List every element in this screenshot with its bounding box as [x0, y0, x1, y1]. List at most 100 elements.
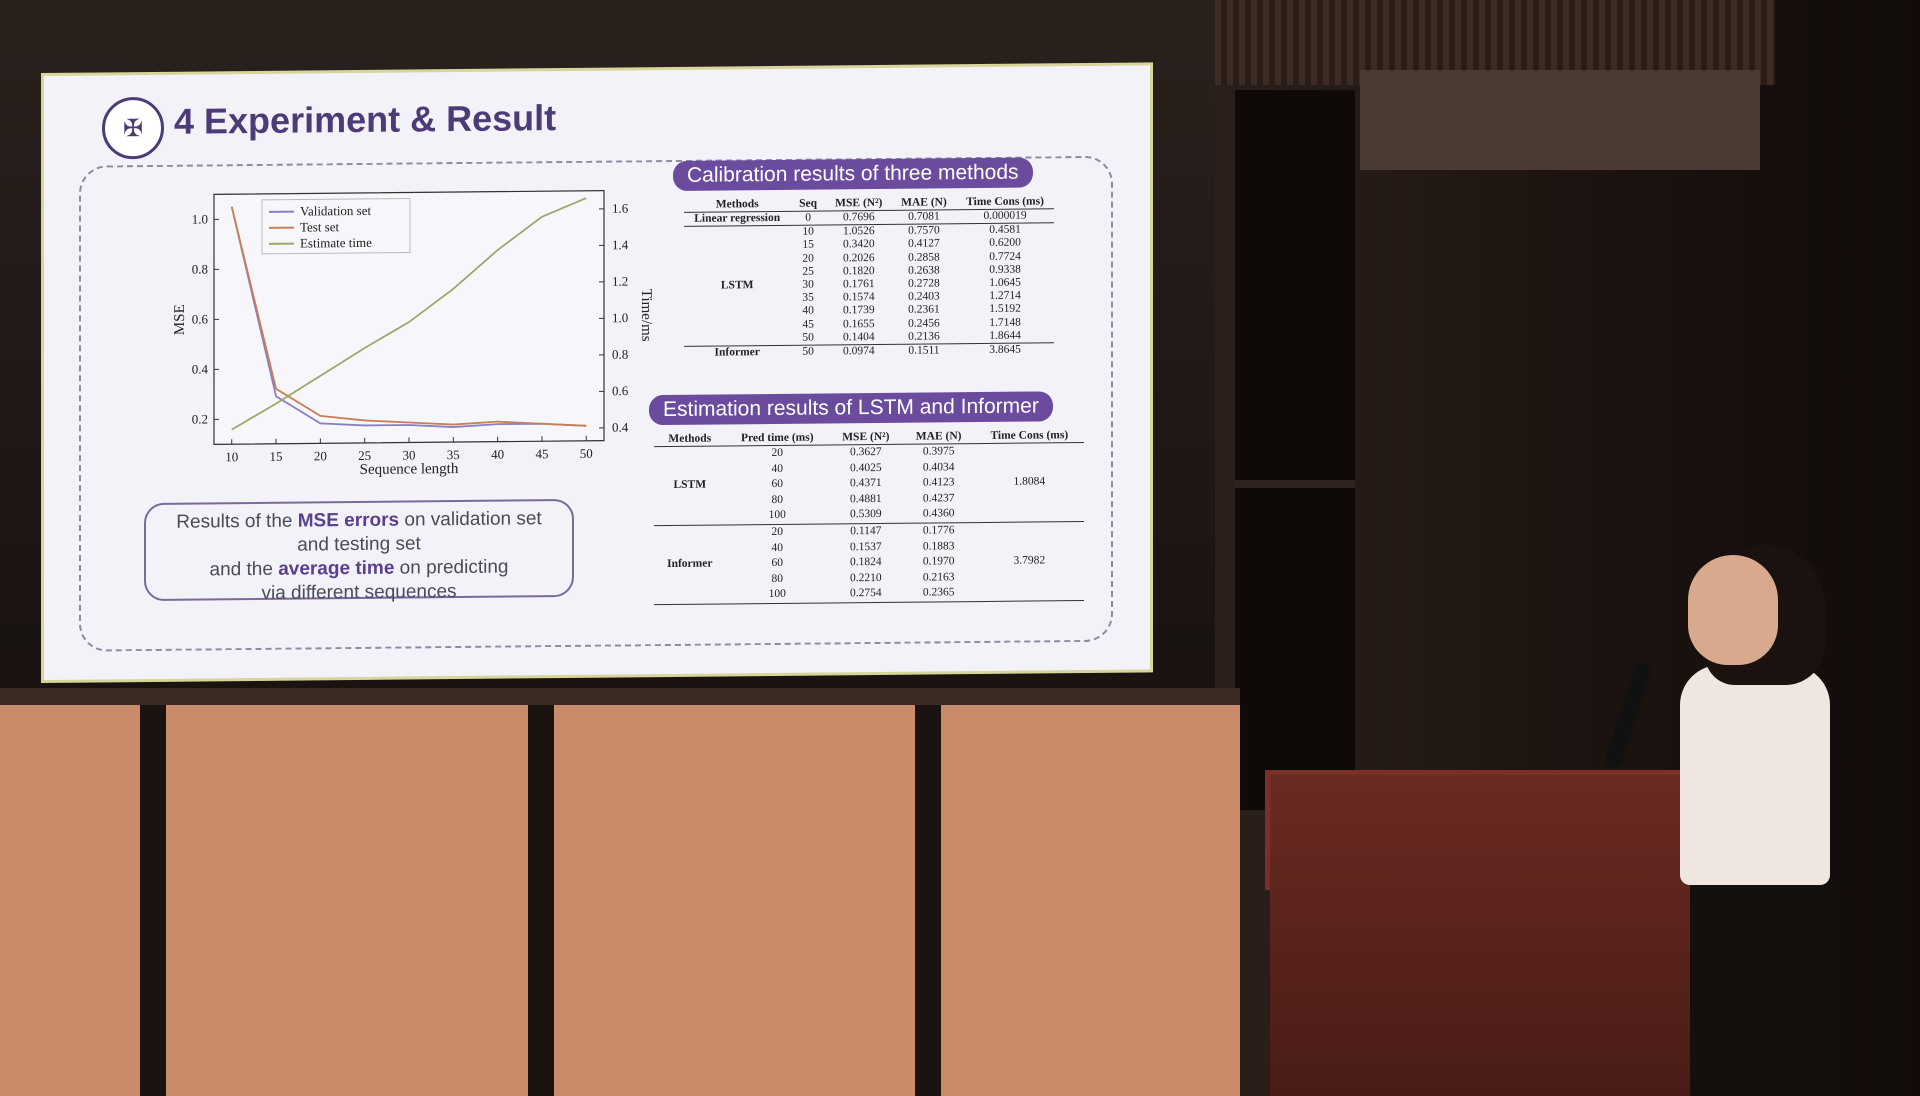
table-cell: 0.1147 [828, 523, 903, 541]
series-line-test-set [230, 206, 587, 427]
column-header: MSE (N²) [825, 195, 892, 211]
y-axis-label: MSE [172, 304, 188, 335]
table-cell: 0.2361 [908, 303, 940, 317]
table-row: Informer 20 0.1147 0.1776 3.7982 [654, 521, 1084, 605]
table-cell: 0.2638 [908, 264, 940, 277]
table-cell: 25 [802, 265, 814, 278]
dark-doorway [1235, 90, 1355, 810]
table-cell: 0.2136 [908, 330, 940, 343]
y-tick-label: 1.0 [192, 211, 208, 226]
column-header: MSE (N²) [828, 429, 903, 445]
table-row: LSTM 20 0.3627 0.3975 1.8084 [654, 443, 1084, 491]
table-cell: 30 [802, 278, 814, 291]
table-cell: 0.4881 [849, 492, 882, 506]
table-cell: 60 [771, 478, 783, 491]
column-header: Methods [654, 431, 726, 447]
x-tick-label: 35 [447, 447, 460, 462]
method-cell: LSTM [684, 225, 791, 347]
y-tick-label: 0.8 [192, 261, 208, 276]
table-cell: 0.2754 [849, 587, 882, 600]
mse-time-chart: 10 15 20 25 30 35 40 45 50 0.2 0.4 0.6 0.8 1.0 0.4 0.6 0… [172, 190, 652, 478]
panel-gap [528, 705, 554, 1096]
legend-label: Validation set [300, 203, 372, 219]
presenter-skirt [1690, 880, 1840, 1096]
table-cell: 0.1404 [842, 330, 875, 344]
table-cell: 15 [802, 239, 814, 252]
table-cell: 0.2728 [908, 277, 940, 290]
y2-tick-label: 1.4 [612, 237, 629, 252]
table-cell: 20 [802, 252, 814, 265]
x-tick-label: 25 [358, 448, 371, 463]
x-axis-label: Sequence length [360, 461, 459, 478]
table-cell: 80 [771, 493, 783, 506]
y-tick-label: 0.2 [192, 411, 208, 426]
presenter-shirt [1680, 665, 1830, 885]
table-cell: 40 [771, 462, 783, 475]
table-cell: 1.5192 [989, 303, 1021, 316]
wall-ledge [0, 688, 1240, 710]
legend-label: Test set [300, 219, 340, 234]
table-cell: 45 [802, 318, 814, 331]
table-cell: 50 [790, 345, 826, 360]
method-cell: LSTM [673, 478, 707, 492]
y2-tick-label: 0.8 [612, 347, 628, 362]
panel-gap [915, 705, 941, 1096]
column-header: Time Cons (ms) [956, 194, 1054, 210]
table-cell: 50 [802, 331, 814, 344]
table-cell: 0.0974 [825, 344, 892, 359]
table-cell: 0.2456 [908, 317, 940, 330]
y2-tick-label: 1.6 [612, 201, 629, 216]
table-cell: 0.1511 [891, 343, 957, 359]
y2-axis-label: Time/ms [638, 289, 652, 342]
table-cell: 10 [790, 225, 826, 240]
x-tick-label: 50 [580, 446, 593, 461]
method-cell: Informer [654, 524, 726, 605]
table-cell: 0.4025 [849, 461, 882, 474]
table-cell: 0.4371 [849, 477, 882, 490]
table-cell: 100 [768, 509, 786, 522]
table-cell: 0.4360 [922, 507, 955, 520]
podium [1270, 775, 1710, 1096]
table-cell: 100 [768, 588, 786, 601]
table-cell: 0.1776 [902, 522, 975, 540]
table-cell: 0.7570 [891, 223, 957, 239]
table-cell: 0.4123 [922, 476, 955, 489]
table-cell: 3.8645 [956, 342, 1054, 358]
table-cell: 1.8644 [989, 329, 1021, 342]
column-header: Time Cons (ms) [974, 428, 1084, 444]
y2-tick-label: 1.2 [612, 274, 628, 289]
table-cell: 0.1824 [849, 556, 882, 569]
university-seal-icon: ✠ [102, 96, 164, 160]
upper-window [1360, 70, 1760, 170]
time-cell: 3.7982 [974, 521, 1084, 602]
x-tick-label: 20 [314, 448, 327, 463]
table1-title: Calibration results of three methods [673, 157, 1033, 191]
table-cell: 0.4034 [922, 460, 955, 474]
table-cell: 0.7724 [989, 250, 1021, 263]
shelf [1235, 480, 1355, 488]
table-cell: 0.2403 [908, 290, 940, 303]
table-cell: 0.4127 [908, 237, 940, 251]
slide-title: 4 Experiment & Result [174, 97, 557, 142]
table-cell: 0.1883 [922, 539, 955, 553]
chart-caption: Results of the MSE errors on validation … [144, 498, 574, 604]
table-cell: 1.0645 [989, 276, 1021, 289]
table-cell: 0.5309 [849, 508, 882, 521]
table-cell: 0.3420 [842, 238, 875, 251]
calibration-table: Methods Seq MSE (N²) MAE (N) Time Cons (ms) L… [684, 194, 1054, 361]
y-tick-label: 0.6 [192, 311, 209, 326]
column-header: Seq [790, 196, 826, 212]
wall-panels [0, 705, 1240, 1096]
table-cell: 60 [771, 557, 783, 570]
panel-gap [140, 705, 166, 1096]
column-header: MAE (N) [902, 429, 975, 445]
time-cell: 1.8084 [1013, 475, 1046, 488]
table-cell: 0.1970 [922, 555, 955, 568]
table-cell: 0.7696 [842, 211, 875, 224]
column-header: MAE (N) [891, 195, 957, 211]
table-cell: 0.4237 [922, 492, 955, 505]
table-cell: 40 [771, 541, 783, 554]
x-tick-label: 15 [270, 449, 283, 464]
estimation-table: Methods Pred time (ms) MSE (N²) MAE (N) Time… [654, 428, 1084, 606]
legend-label: Estimate time [300, 235, 372, 251]
